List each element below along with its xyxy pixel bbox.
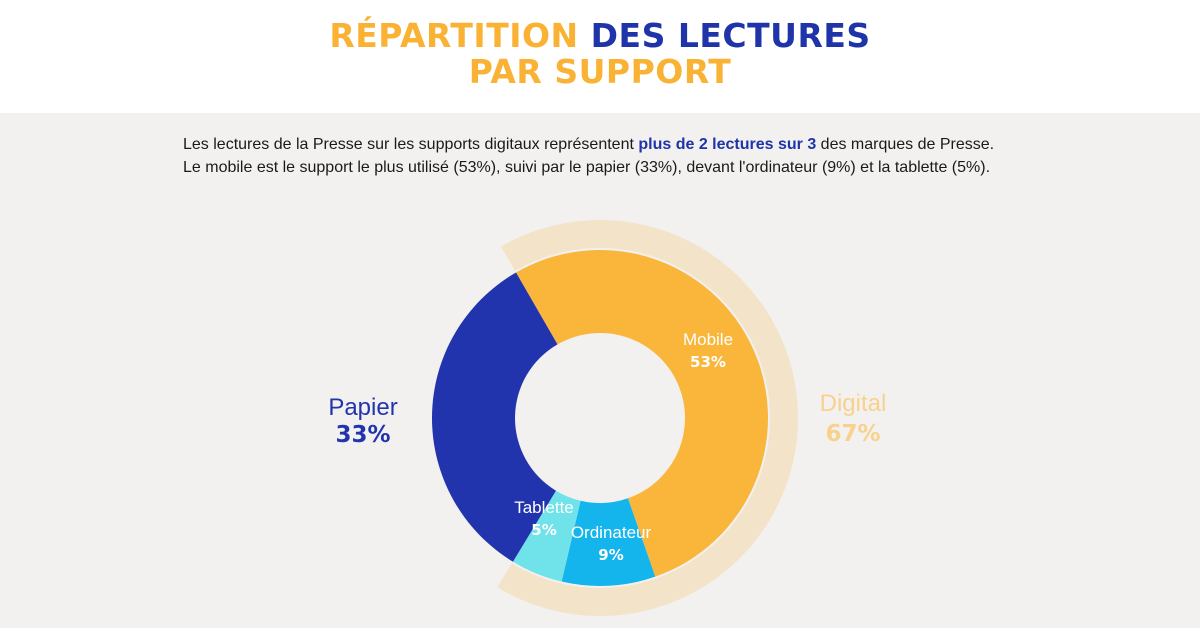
title-part-blue: DES LECTURES <box>590 16 871 55</box>
slice-papier <box>432 272 558 562</box>
digital-group-band <box>497 220 798 616</box>
slice-value-mobile: 53% <box>690 353 726 371</box>
slice-value-tablette: 5% <box>531 521 556 539</box>
slice-label-ordinateur: Ordinateur <box>571 523 652 542</box>
intro-highlight: plus de 2 lectures sur 3 <box>638 136 817 153</box>
slice-label-mobile: Mobile <box>683 330 733 349</box>
slice-label-tablette: Tablette <box>514 498 574 517</box>
slice-tablette <box>512 490 581 582</box>
slice-mobile <box>516 250 768 577</box>
slice-ordinateur <box>561 498 656 586</box>
intro-text: Les lectures de la Presse sur les suppor… <box>183 133 1083 179</box>
slice-value-ordinateur: 9% <box>598 546 623 564</box>
intro-line-1: Les lectures de la Presse sur les suppor… <box>183 133 1083 156</box>
intro-line-1-start: Les lectures de la Presse sur les suppor… <box>183 136 634 153</box>
page-title: RÉPARTITION DES LECTURES PAR SUPPORT <box>0 0 1200 90</box>
title-line-two: PAR SUPPORT <box>468 52 732 91</box>
group-label-papier: Papier <box>328 394 397 421</box>
intro-line-1-end: des marques de Presse. <box>820 136 995 153</box>
title-part-orange: RÉPARTITION <box>329 16 579 55</box>
group-value-papier: 33% <box>335 422 390 448</box>
group-value-digital: 67% <box>825 421 880 447</box>
header: RÉPARTITION DES LECTURES PAR SUPPORT <box>0 0 1200 113</box>
intro-line-2: Le mobile est le support le plus utilisé… <box>183 159 991 176</box>
group-label-digital: Digital <box>820 390 887 417</box>
